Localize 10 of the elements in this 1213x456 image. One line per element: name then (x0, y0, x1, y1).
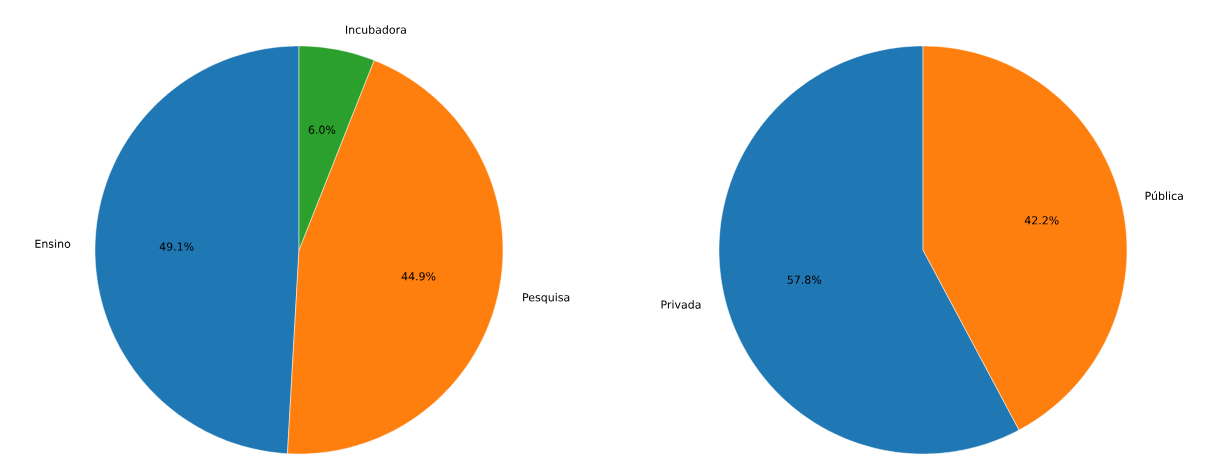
slice-label: Pública (1145, 191, 1183, 201)
data-label: 44.9% (401, 272, 436, 281)
slice-label: Privada (661, 300, 701, 309)
slice-label: Pesquisa (523, 292, 570, 304)
slice-label: Incubadora (346, 25, 406, 34)
data-label: 49.1% (159, 242, 194, 251)
slice-label: Ensino (35, 239, 71, 248)
data-label: 42.2% (1024, 216, 1059, 225)
data-label: 57.8% (787, 275, 822, 284)
data-label: 6.0% (308, 125, 336, 134)
